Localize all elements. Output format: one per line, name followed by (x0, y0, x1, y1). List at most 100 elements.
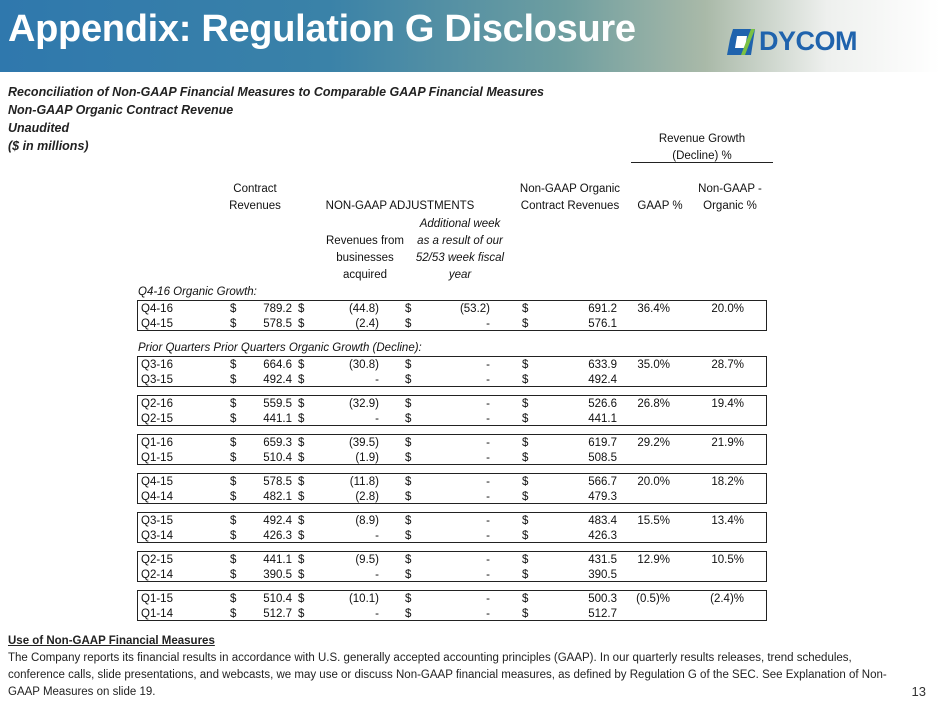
sub-week-1: Additional week (419, 218, 501, 230)
currency-symbol: $ (298, 374, 305, 386)
gaap-growth: 29.2% (637, 437, 670, 449)
gaap-growth: (0.5)% (636, 593, 670, 605)
sub-acquired-2: businesses (336, 252, 394, 264)
week-adjustment: - (486, 359, 490, 371)
currency-symbol: $ (230, 452, 237, 464)
period: Q3-15 (141, 515, 173, 527)
currency-symbol: $ (522, 554, 529, 566)
currency-symbol: $ (522, 437, 529, 449)
subtitle-2: Non-GAAP Organic Contract Revenue (8, 103, 234, 117)
period: Q4-16 (141, 303, 173, 315)
currency-symbol: $ (298, 303, 305, 315)
table-row: Q4-15 $578.5 $ (11.8) $ - $566.7 20.0% 18.2% (138, 476, 766, 492)
currency-symbol: $ (405, 608, 412, 620)
section-current: Q4-16 Organic Growth: (138, 286, 257, 298)
footer-note: Use of Non-GAAP Financial Measures The C… (8, 633, 888, 701)
contract-revenue: 512.7 (263, 608, 292, 620)
sub-acquired-3: acquired (342, 269, 388, 281)
dycom-logo: DYCOM (727, 26, 858, 57)
currency-symbol: $ (230, 437, 237, 449)
table-row: Q3-14 $426.3 $ - $ - $426.3 (138, 530, 766, 546)
acquired-adjustment: (8.9) (355, 515, 379, 527)
currency-symbol: $ (298, 569, 305, 581)
currency-symbol: $ (230, 569, 237, 581)
organic-revenue: 492.4 (588, 374, 617, 386)
quarter-group: Q1-16 $659.3 $ (39.5) $ - $619.7 29.2% 21.9% Q1-1… (137, 434, 767, 465)
week-adjustment: - (486, 437, 490, 449)
currency-symbol: $ (230, 413, 237, 425)
acquired-adjustment: - (375, 374, 379, 386)
currency-symbol: $ (405, 437, 412, 449)
organic-revenue: 619.7 (588, 437, 617, 449)
currency-symbol: $ (522, 530, 529, 542)
period: Q2-14 (141, 569, 173, 581)
organic-revenue: 431.5 (588, 554, 617, 566)
col-organic-1: Non-GAAP Organic (519, 183, 621, 195)
contract-revenue: 482.1 (263, 491, 292, 503)
currency-symbol: $ (230, 554, 237, 566)
week-adjustment: - (486, 413, 490, 425)
table-row: Q2-15 $441.1 $ (9.5) $ - $431.5 12.9% 10.5% (138, 554, 766, 570)
gaap-growth: 36.4% (637, 303, 670, 315)
currency-symbol: $ (522, 374, 529, 386)
currency-symbol: $ (405, 593, 412, 605)
currency-symbol: $ (522, 398, 529, 410)
organic-revenue: 500.3 (588, 593, 617, 605)
week-adjustment: - (486, 515, 490, 527)
acquired-adjustment: - (375, 413, 379, 425)
organic-growth: 28.7% (711, 359, 744, 371)
organic-revenue: 441.1 (588, 413, 617, 425)
table-row: Q1-16 $659.3 $ (39.5) $ - $619.7 29.2% 21.9% (138, 437, 766, 453)
currency-symbol: $ (522, 359, 529, 371)
gaap-growth: 35.0% (637, 359, 670, 371)
period: Q2-16 (141, 398, 173, 410)
contract-revenue: 441.1 (263, 554, 292, 566)
table-row: Q3-15 $492.4 $ (8.9) $ - $483.4 15.5% 13.4% (138, 515, 766, 531)
contract-revenue: 492.4 (263, 374, 292, 386)
organic-growth: 19.4% (711, 398, 744, 410)
currency-symbol: $ (405, 554, 412, 566)
table-row: Q1-15 $510.4 $ (10.1) $ - $500.3 (0.5)% (2.4)% (138, 593, 766, 609)
currency-symbol: $ (405, 303, 412, 315)
subtitle-3: Unaudited (8, 121, 70, 135)
currency-symbol: $ (298, 476, 305, 488)
currency-symbol: $ (298, 359, 305, 371)
acquired-adjustment: (11.8) (349, 476, 379, 488)
period: Q1-15 (141, 452, 173, 464)
week-adjustment: - (486, 374, 490, 386)
table-row: Q2-16 $559.5 $ (32.9) $ - $526.6 26.8% 19.4% (138, 398, 766, 414)
currency-symbol: $ (522, 491, 529, 503)
quarter-group: Q1-15 $510.4 $ (10.1) $ - $500.3 (0.5)% (2.4)% Q1… (137, 590, 767, 621)
organic-revenue: 691.2 (588, 303, 617, 315)
currency-symbol: $ (405, 476, 412, 488)
acquired-adjustment: (9.5) (355, 554, 379, 566)
currency-symbol: $ (298, 554, 305, 566)
quarter-group: Q4-15 $578.5 $ (11.8) $ - $566.7 20.0% 18.2% Q4-1… (137, 473, 767, 504)
contract-revenue: 510.4 (263, 452, 292, 464)
subtitle-1: Reconciliation of Non-GAAP Financial Mea… (8, 85, 544, 99)
organic-revenue: 566.7 (588, 476, 617, 488)
currency-symbol: $ (522, 608, 529, 620)
currency-symbol: $ (230, 530, 237, 542)
currency-symbol: $ (298, 437, 305, 449)
subtitle-4: ($ in millions) (8, 139, 89, 153)
contract-revenue: 578.5 (263, 476, 292, 488)
period: Q3-14 (141, 530, 173, 542)
currency-symbol: $ (230, 515, 237, 527)
col-contract-2: Revenues (229, 200, 281, 212)
currency-symbol: $ (230, 476, 237, 488)
quarter-group: Q2-16 $559.5 $ (32.9) $ - $526.6 26.8% 19.4% Q2-1… (137, 395, 767, 426)
page-title: Appendix: Regulation G Disclosure (8, 8, 636, 50)
currency-symbol: $ (298, 452, 305, 464)
acquired-adjustment: (1.9) (355, 452, 379, 464)
acquired-adjustment: (2.8) (355, 491, 379, 503)
organic-growth: 18.2% (711, 476, 744, 488)
growth-header-2: (Decline) % (672, 150, 732, 162)
week-adjustment: - (486, 608, 490, 620)
quarter-group: Q2-15 $441.1 $ (9.5) $ - $431.5 12.9% 10.5% Q2-14… (137, 551, 767, 582)
currency-symbol: $ (230, 374, 237, 386)
currency-symbol: $ (298, 593, 305, 605)
gaap-growth: 15.5% (637, 515, 670, 527)
period: Q4-15 (141, 476, 173, 488)
sub-acquired-1: Revenues from (326, 235, 404, 247)
